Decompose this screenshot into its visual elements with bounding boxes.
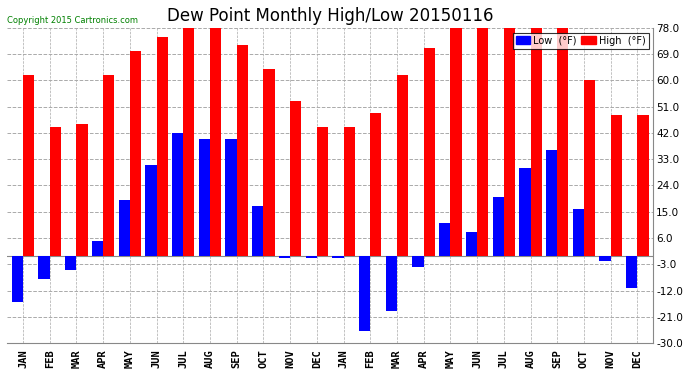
Legend: Low  (°F), High  (°F): Low (°F), High (°F) [513,33,649,49]
Bar [317,127,328,255]
Bar [558,28,569,255]
Bar [226,139,237,255]
Bar [600,255,611,261]
Bar [130,51,141,255]
Bar [371,112,382,255]
Bar [573,209,584,255]
Title: Dew Point Monthly High/Low 20150116: Dew Point Monthly High/Low 20150116 [167,7,493,25]
Bar [493,197,504,255]
Bar [546,150,558,255]
Bar [172,133,184,255]
Bar [119,200,130,255]
Bar [531,28,542,255]
Bar [439,224,451,255]
Bar [424,48,435,255]
Bar [39,255,50,279]
Bar [466,232,477,255]
Bar [252,206,264,255]
Bar [12,255,23,302]
Bar [92,241,103,255]
Bar [611,116,622,255]
Bar [520,168,531,255]
Bar [638,116,649,255]
Bar [504,22,515,255]
Bar [184,28,195,255]
Bar [279,255,290,258]
Bar [386,255,397,311]
Bar [306,255,317,258]
Bar [264,69,275,255]
Bar [65,255,77,270]
Text: Copyright 2015 Cartronics.com: Copyright 2015 Cartronics.com [7,16,138,25]
Bar [397,75,408,255]
Bar [146,165,157,255]
Bar [413,255,424,267]
Bar [344,127,355,255]
Bar [199,139,210,255]
Bar [237,45,248,255]
Bar [210,28,221,255]
Bar [359,255,371,332]
Bar [77,124,88,255]
Bar [290,101,302,255]
Bar [103,75,115,255]
Bar [584,80,595,255]
Bar [157,37,168,255]
Bar [626,255,638,288]
Bar [23,75,34,255]
Bar [333,255,344,258]
Bar [477,22,489,255]
Bar [50,127,61,255]
Bar [451,28,462,255]
